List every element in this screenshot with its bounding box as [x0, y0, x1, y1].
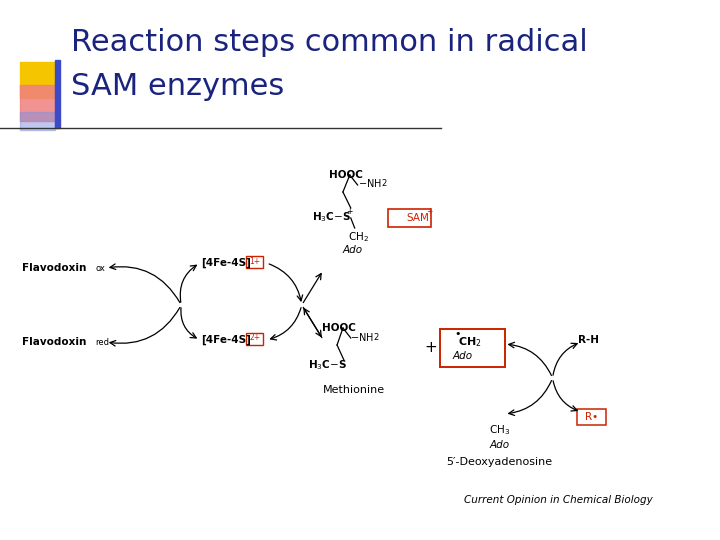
Text: +: + — [426, 207, 433, 217]
Text: ox: ox — [95, 264, 105, 273]
Bar — [19, 62, 55, 98]
Text: CH$_2$: CH$_2$ — [458, 335, 481, 349]
Text: R-H: R-H — [578, 335, 599, 345]
Bar — [19, 85, 55, 121]
Text: SAM enzymes: SAM enzymes — [71, 72, 284, 101]
Text: red: red — [95, 338, 109, 347]
Text: [4Fe-4S]: [4Fe-4S] — [201, 335, 251, 345]
Text: $-$NH: $-$NH — [350, 331, 373, 343]
FancyBboxPatch shape — [388, 209, 431, 227]
FancyBboxPatch shape — [246, 255, 263, 267]
FancyBboxPatch shape — [246, 333, 263, 345]
FancyBboxPatch shape — [577, 409, 606, 425]
Text: HOOC: HOOC — [323, 323, 356, 333]
Bar — [19, 112, 55, 130]
Text: CH$_3$: CH$_3$ — [489, 423, 510, 437]
Text: +: + — [346, 207, 352, 217]
Text: 1+: 1+ — [249, 256, 261, 266]
Text: H$_3$C$-$S: H$_3$C$-$S — [312, 210, 351, 224]
Text: R•: R• — [585, 412, 598, 422]
Text: Methionine: Methionine — [323, 385, 385, 395]
Text: Ado: Ado — [343, 245, 363, 255]
Text: Flavodoxin: Flavodoxin — [22, 337, 86, 347]
Text: 2+: 2+ — [249, 334, 261, 342]
Bar — [55, 60, 60, 128]
Text: •: • — [454, 329, 461, 339]
Text: HOOC: HOOC — [329, 170, 363, 180]
Text: 2: 2 — [381, 179, 387, 188]
Text: Ado: Ado — [453, 351, 473, 361]
Text: [4Fe-4S]: [4Fe-4S] — [201, 258, 251, 268]
Text: CH$_2$: CH$_2$ — [348, 230, 369, 244]
Text: Current Opinion in Chemical Biology: Current Opinion in Chemical Biology — [464, 495, 653, 505]
Text: Reaction steps common in radical: Reaction steps common in radical — [71, 28, 588, 57]
Text: 2: 2 — [373, 333, 379, 342]
FancyBboxPatch shape — [440, 329, 505, 367]
Text: Flavodoxin: Flavodoxin — [22, 263, 86, 273]
Text: 5′-Deoxyadenosine: 5′-Deoxyadenosine — [446, 457, 553, 467]
Text: SAM: SAM — [407, 213, 430, 223]
Text: Ado: Ado — [490, 440, 510, 450]
Text: H$_3$C$-$S: H$_3$C$-$S — [307, 358, 346, 372]
Text: $-$NH: $-$NH — [358, 177, 381, 189]
Text: +: + — [425, 341, 438, 355]
